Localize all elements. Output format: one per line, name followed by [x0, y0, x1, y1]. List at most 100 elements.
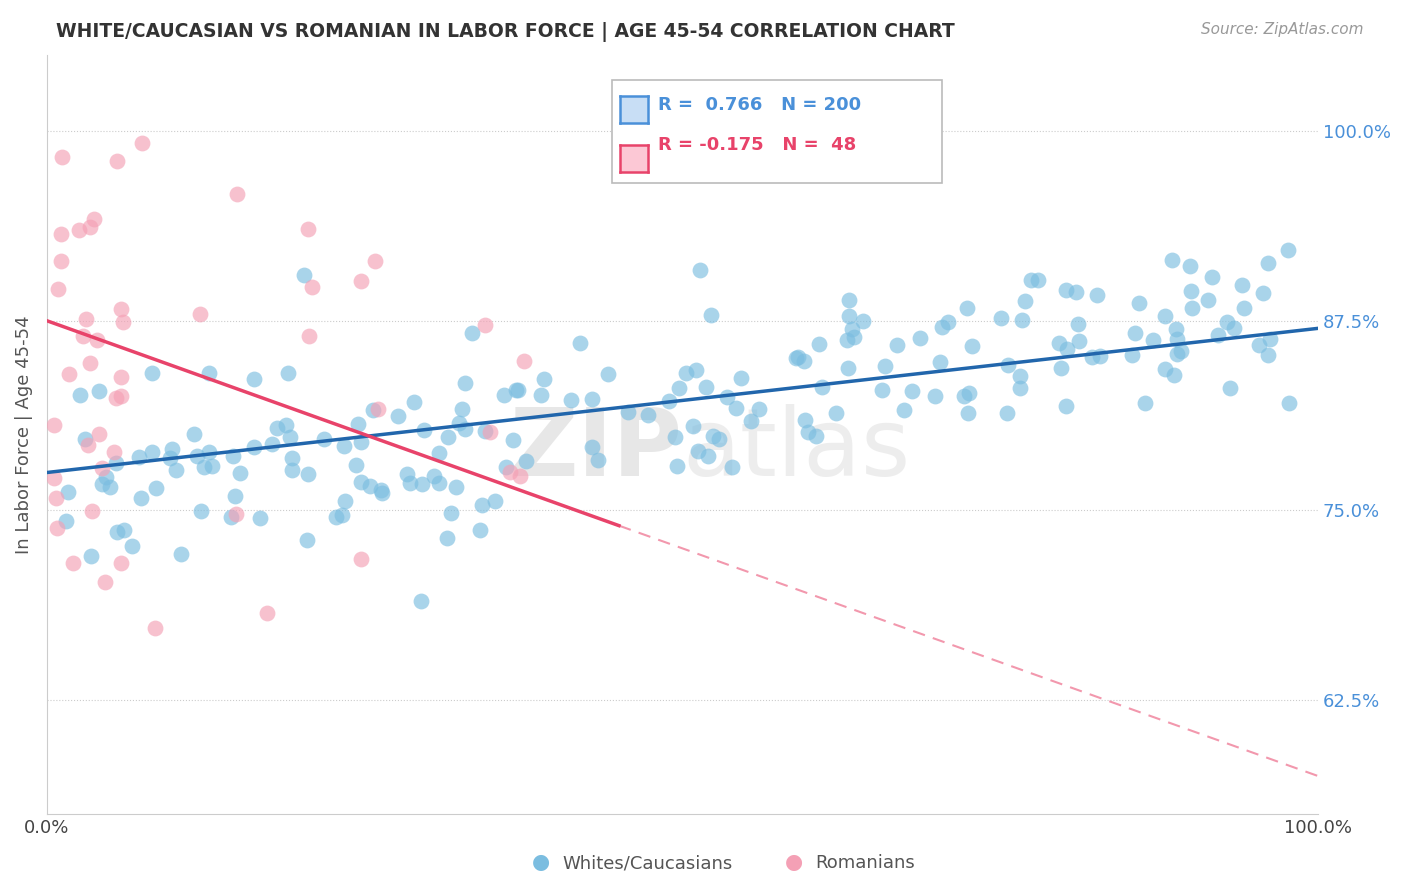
- Point: [87, 427, 110, 442]
- Point: [1230, 277, 1253, 292]
- Point: [69, 388, 91, 402]
- Point: [506, 383, 529, 397]
- Point: [183, 427, 205, 442]
- Point: [499, 466, 522, 480]
- Point: [513, 353, 536, 368]
- Point: [330, 508, 353, 523]
- Point: [160, 442, 183, 457]
- Point: [1054, 400, 1077, 414]
- Point: [423, 468, 446, 483]
- Text: Whites/Caucasians: Whites/Caucasians: [562, 855, 733, 872]
- Point: [333, 493, 356, 508]
- Text: Romanians: Romanians: [815, 855, 915, 872]
- Point: [1219, 381, 1241, 395]
- Point: [581, 392, 603, 406]
- Point: [105, 153, 128, 168]
- Point: [344, 458, 367, 472]
- Point: [364, 253, 387, 268]
- Point: [1206, 328, 1229, 343]
- Point: [505, 383, 527, 397]
- Point: [80, 549, 103, 563]
- Point: [837, 361, 859, 376]
- Point: [560, 392, 582, 407]
- Point: [1170, 344, 1192, 359]
- Point: [1181, 301, 1204, 315]
- Point: [515, 454, 537, 468]
- Point: [957, 386, 980, 401]
- Point: [1257, 256, 1279, 270]
- Point: [404, 394, 426, 409]
- Point: [266, 421, 288, 435]
- Point: [359, 479, 381, 493]
- Point: [83, 211, 105, 226]
- Point: [454, 421, 477, 435]
- Point: [110, 557, 132, 571]
- Point: [689, 263, 711, 277]
- Point: [1026, 273, 1049, 287]
- Point: [1067, 318, 1090, 332]
- Point: [838, 309, 860, 323]
- Point: [58, 485, 80, 500]
- Point: [509, 469, 531, 483]
- Point: [45, 491, 67, 506]
- Point: [1251, 286, 1274, 301]
- Point: [80, 503, 103, 517]
- Point: [94, 574, 117, 589]
- Point: [281, 450, 304, 465]
- Point: [76, 438, 98, 452]
- Point: [427, 446, 450, 460]
- Point: [243, 372, 266, 386]
- Point: [110, 369, 132, 384]
- Point: [1090, 349, 1112, 363]
- Point: [586, 453, 609, 467]
- Point: [325, 510, 347, 524]
- Point: [229, 466, 252, 480]
- Point: [1081, 351, 1104, 365]
- Point: [709, 432, 731, 446]
- Text: ●: ●: [533, 853, 550, 872]
- Point: [190, 503, 212, 517]
- Point: [870, 383, 893, 397]
- Point: [852, 314, 875, 328]
- Point: [225, 507, 247, 521]
- Point: [1064, 285, 1087, 299]
- Point: [371, 486, 394, 500]
- Point: [111, 315, 134, 329]
- Point: [350, 434, 373, 449]
- Point: [1180, 284, 1202, 298]
- Point: [141, 445, 163, 459]
- Point: [395, 467, 418, 481]
- Text: ●: ●: [786, 853, 803, 872]
- Point: [665, 458, 688, 473]
- Point: [1019, 273, 1042, 287]
- Point: [332, 439, 354, 453]
- Point: [873, 359, 896, 374]
- Point: [104, 392, 127, 406]
- Point: [686, 443, 709, 458]
- Point: [128, 450, 150, 464]
- Point: [1135, 396, 1157, 410]
- Point: [277, 366, 299, 380]
- Point: [825, 406, 848, 420]
- Point: [295, 533, 318, 547]
- Point: [530, 388, 553, 402]
- Text: atlas: atlas: [682, 404, 911, 496]
- Point: [1278, 395, 1301, 409]
- Point: [936, 315, 959, 329]
- Point: [837, 333, 859, 347]
- Point: [997, 406, 1019, 420]
- Point: [1142, 333, 1164, 347]
- Point: [301, 280, 323, 294]
- Point: [808, 337, 831, 351]
- Text: R = -0.175   N =  48: R = -0.175 N = 48: [658, 136, 856, 153]
- Point: [243, 440, 266, 454]
- Point: [297, 221, 319, 235]
- Point: [55, 514, 77, 528]
- Point: [131, 136, 153, 150]
- Point: [1067, 334, 1090, 348]
- Point: [276, 417, 298, 432]
- Point: [724, 401, 747, 415]
- Point: [278, 430, 301, 444]
- Point: [617, 405, 640, 419]
- Point: [370, 483, 392, 498]
